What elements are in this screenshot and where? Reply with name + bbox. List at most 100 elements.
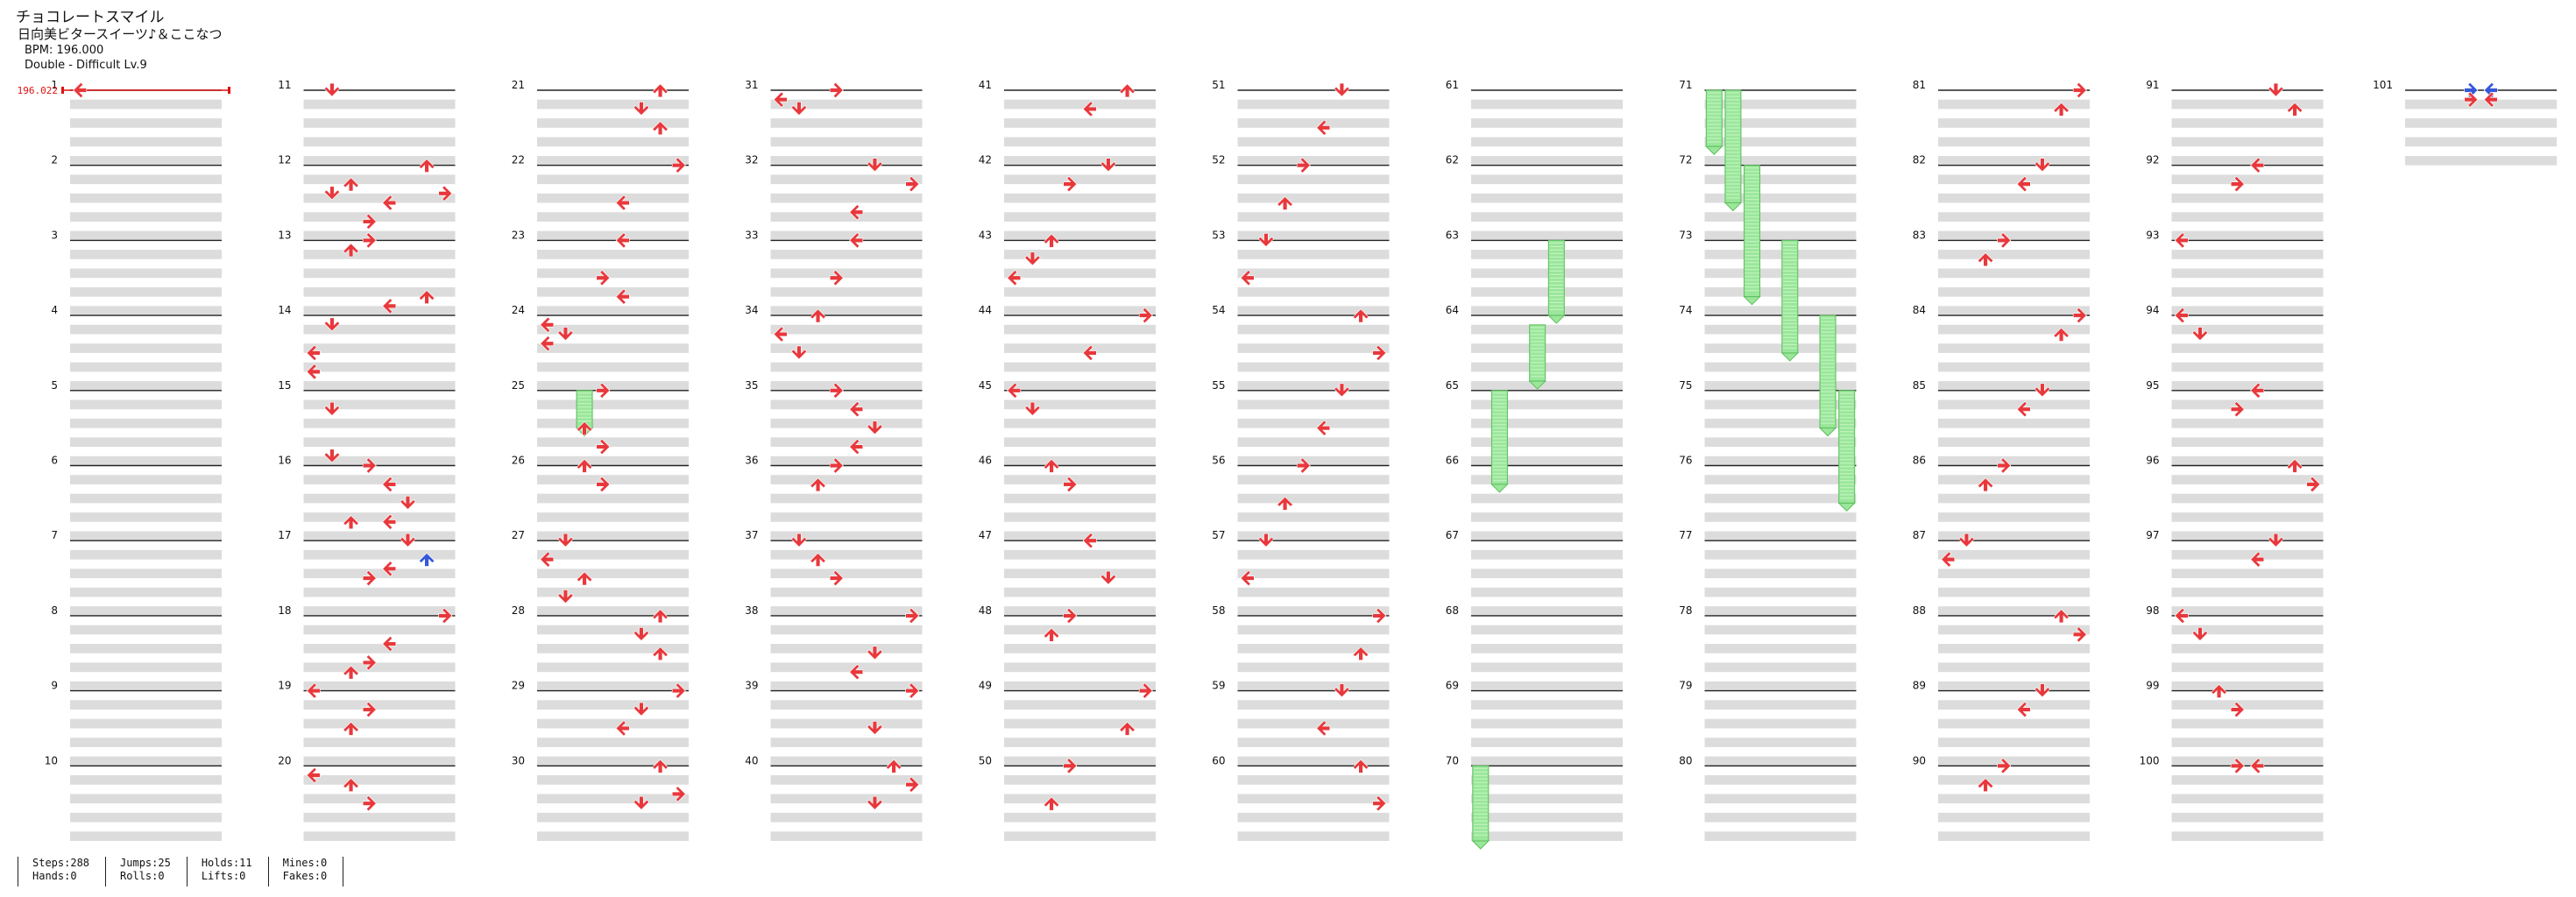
measure-number: 66	[1446, 455, 1459, 467]
beat-band	[770, 531, 923, 541]
beat-band	[1704, 399, 1857, 410]
beat-band	[303, 756, 456, 766]
beat-band	[1938, 681, 2090, 691]
beat-band	[770, 569, 923, 579]
up-arrow-icon	[2211, 683, 2227, 698]
beat-band	[1471, 381, 1623, 391]
beat-band	[1004, 362, 1156, 372]
beat-band	[1237, 493, 1390, 504]
measure-36: 36	[745, 455, 923, 541]
left-arrow-icon	[615, 232, 630, 249]
left-arrow-icon	[2016, 400, 2031, 418]
beat-band	[1004, 662, 1156, 673]
beat-band	[70, 775, 222, 785]
measure-38: 38	[745, 604, 923, 691]
right-arrow-icon	[1138, 307, 1153, 324]
beat-band	[537, 362, 689, 372]
measure-number: 80	[1679, 754, 1692, 766]
beat-band	[1704, 700, 1857, 710]
beat-band	[2171, 531, 2324, 541]
stat-hands: Hands:0	[32, 870, 77, 882]
right-arrow-icon	[1063, 758, 1078, 774]
up-arrow-icon	[1977, 477, 1994, 492]
measure-number: 87	[1913, 529, 1926, 541]
measure-number: 37	[745, 529, 758, 541]
beat-band	[1237, 99, 1390, 109]
beat-band	[770, 794, 923, 804]
measure-number: 15	[278, 379, 291, 392]
measure-9: 9	[51, 680, 222, 766]
measure-83: 83	[1913, 229, 2090, 316]
beat-band	[1938, 174, 2090, 185]
up-arrow-icon	[1352, 646, 1369, 661]
left-arrow-icon	[2174, 232, 2189, 249]
measure-number: 4	[51, 304, 58, 316]
beat-band	[770, 475, 923, 484]
measure-51: 51	[1212, 79, 1390, 166]
beat-band	[2171, 549, 2324, 560]
beat-band	[1004, 381, 1156, 391]
beat-band	[2405, 137, 2557, 147]
beat-band	[770, 738, 923, 747]
beat-band	[2171, 306, 2324, 316]
measure-number: 13	[278, 229, 291, 241]
measure-92: 92	[2146, 154, 2324, 241]
up-arrow-icon	[418, 159, 435, 173]
beat-band	[1237, 549, 1390, 560]
down-arrow-icon	[1257, 533, 1275, 547]
down-arrow-icon	[1257, 233, 1275, 248]
beat-band	[1938, 137, 2090, 147]
measure-50: 50	[979, 754, 1156, 841]
beat-band	[303, 418, 456, 428]
beat-band	[1704, 718, 1857, 729]
beat-band	[1237, 118, 1390, 128]
measure-81: 81	[1913, 79, 2090, 166]
beat-band	[1237, 418, 1390, 428]
beat-band	[770, 625, 923, 635]
down-arrow-icon	[400, 533, 416, 547]
left-arrow-icon	[382, 561, 397, 577]
measure-7: 7	[51, 529, 222, 616]
stat-rolls: Rolls:0	[120, 870, 165, 882]
beat-band	[1704, 662, 1857, 673]
measure-number: 67	[1446, 529, 1459, 541]
left-arrow-icon	[306, 682, 321, 699]
beat-band	[1237, 625, 1390, 635]
hold-note	[1547, 239, 1566, 324]
up-arrow-icon	[576, 420, 593, 435]
beat-band	[303, 456, 456, 466]
down-arrow-icon	[557, 533, 574, 547]
measure-34: 34	[745, 304, 923, 391]
beat-band	[1938, 306, 2090, 316]
beat-band	[1004, 644, 1156, 653]
beat-band	[537, 306, 689, 316]
beat-band	[1471, 644, 1623, 653]
measure-68: 68	[1446, 604, 1623, 691]
right-arrow-icon	[362, 701, 377, 718]
beat-band	[1938, 362, 2090, 372]
down-arrow-icon	[1334, 82, 1350, 97]
measure-number: 71	[1679, 79, 1692, 91]
hold-tail	[1490, 484, 1509, 493]
left-arrow-icon	[773, 91, 788, 108]
beat-band	[2171, 606, 2324, 616]
beat-band	[537, 343, 689, 353]
beat-band	[770, 606, 923, 616]
beat-band	[2171, 174, 2324, 185]
beat-band	[2171, 662, 2324, 673]
beat-band	[1004, 475, 1156, 484]
measure-number: 7	[51, 529, 58, 541]
measure-13: 13	[278, 229, 456, 316]
beat-band	[1938, 794, 2090, 804]
measure-number: 98	[2146, 604, 2159, 617]
beat-band	[537, 250, 689, 259]
measure-91: 91	[2146, 79, 2324, 166]
measure-number: 44	[979, 304, 992, 316]
beat-band	[2405, 99, 2557, 109]
beat-band	[1471, 155, 1623, 166]
measure-48: 48	[979, 604, 1156, 691]
beat-band	[303, 212, 456, 222]
measure-number: 72	[1679, 154, 1692, 166]
hold-tail	[1723, 202, 1743, 212]
hold-note	[1490, 390, 1509, 493]
